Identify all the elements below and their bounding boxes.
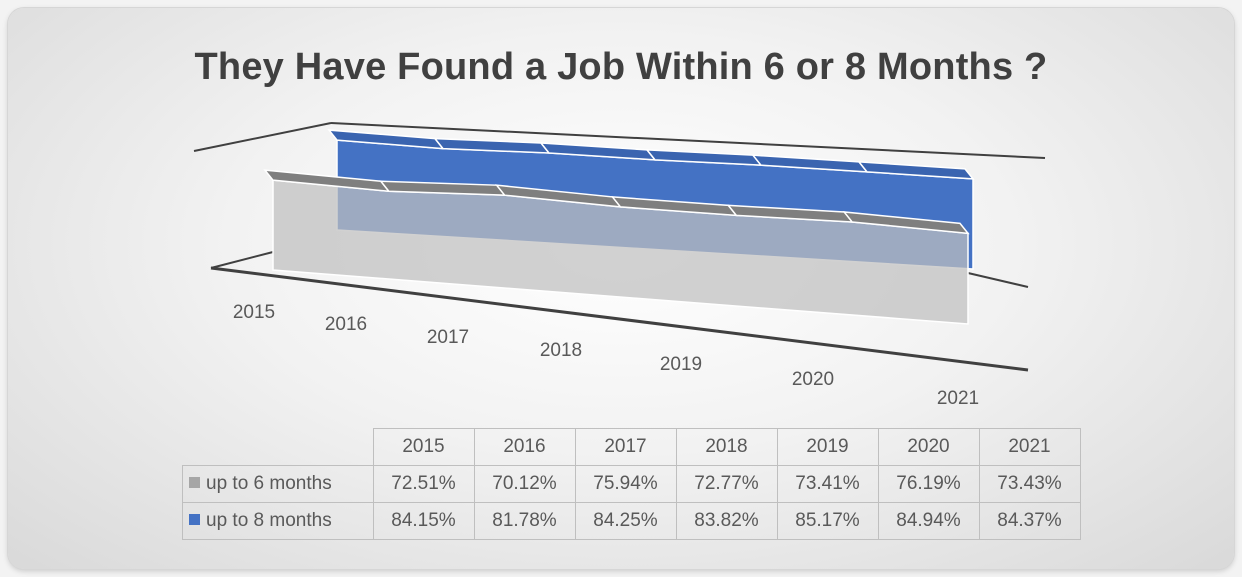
value-cell: 83.82%	[675, 502, 778, 540]
x-axis-ticks: 2015 2016 2017 2018 2019 2020 2021	[233, 302, 979, 409]
header-cell: 2019	[776, 428, 879, 466]
value-cell: 85.17%	[776, 502, 879, 540]
value-cell: 81.78%	[473, 502, 576, 540]
legend-swatch-gray	[189, 477, 200, 488]
back-wall-edge	[330, 122, 1046, 159]
data-table-header-row: 2015 2016 2017 2018 2019 2020 2021	[182, 428, 1081, 466]
legend-entry-8-months: up to 8 months	[182, 502, 374, 540]
value-cell: 76.19%	[877, 465, 980, 503]
header-cell: 2021	[978, 428, 1081, 466]
header-cell: 2015	[372, 428, 475, 466]
x-tick-2016: 2016	[325, 314, 367, 335]
header-cell: 2020	[877, 428, 980, 466]
floor-front-edge	[210, 266, 1029, 372]
value-cell: 84.15%	[372, 502, 475, 540]
x-tick-2021: 2021	[937, 388, 979, 409]
legend-entry-6-months: up to 6 months	[182, 465, 374, 503]
value-cell: 84.94%	[877, 502, 980, 540]
area-6-months-top-segment	[842, 211, 970, 235]
x-tick-2018: 2018	[540, 340, 582, 361]
value-cell: 84.37%	[978, 502, 1081, 540]
floor-edge-left	[210, 251, 274, 269]
plot-area: 2015 2016 2017 2018 2019 2020 2021	[193, 122, 1046, 409]
value-cell: 73.41%	[776, 465, 879, 503]
header-cell: 2018	[675, 428, 778, 466]
x-tick-2015: 2015	[233, 302, 275, 323]
legend-label: up to 6 months	[206, 473, 332, 494]
value-cell: 72.51%	[372, 465, 475, 503]
data-table-row-8-months: up to 8 months 84.15% 81.78% 84.25% 83.8…	[182, 502, 1081, 540]
data-table: 2015 2016 2017 2018 2019 2020 2021 up to…	[182, 428, 1081, 540]
chart-walls	[193, 122, 1046, 372]
back-wall-edge-left	[193, 122, 332, 152]
x-tick-2017: 2017	[427, 327, 469, 348]
value-cell: 75.94%	[574, 465, 677, 503]
value-cell: 84.25%	[574, 502, 677, 540]
legend-swatch-blue	[189, 514, 200, 525]
series-up-to-6-months	[263, 169, 970, 325]
x-tick-2020: 2020	[792, 369, 834, 390]
value-cell: 73.43%	[978, 465, 1081, 503]
legend-label: up to 8 months	[206, 510, 332, 531]
data-table-corner	[182, 428, 374, 466]
value-cell: 72.77%	[675, 465, 778, 503]
header-cell: 2017	[574, 428, 677, 466]
chart-title: They Have Found a Job Within 6 or 8 Mont…	[194, 46, 1048, 88]
area-8-months-top-segment	[857, 161, 975, 180]
header-cell: 2016	[473, 428, 576, 466]
data-table-row-6-months: up to 6 months 72.51% 70.12% 75.94% 72.7…	[182, 465, 1081, 503]
floor-edge-right	[967, 272, 1029, 288]
x-tick-2019: 2019	[660, 354, 702, 375]
value-cell: 70.12%	[473, 465, 576, 503]
